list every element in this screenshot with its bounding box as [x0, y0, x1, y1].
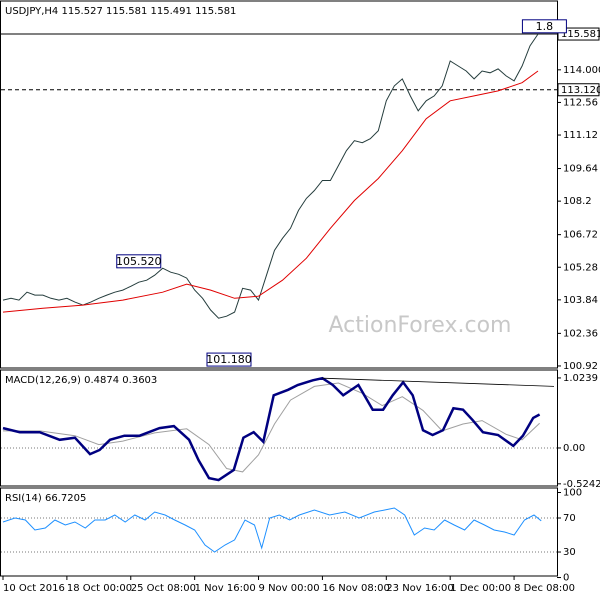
annotation-label: 105.520	[116, 255, 162, 268]
x-tick-label: 18 Oct 00:00	[67, 583, 132, 594]
y-tick-label: 30	[563, 547, 576, 558]
level-label-box	[557, 83, 600, 97]
panel-title: MACD(12,26,9) 0.4874 0.3603	[5, 375, 157, 386]
x-tick-label: 23 Nov 16:00	[386, 583, 453, 594]
x-tick-label: 8 Dec 08:00	[514, 583, 575, 594]
panel-title: USDJPY,H4 115.527 115.581 115.491 115.58…	[5, 6, 236, 17]
y-tick-label: 1.0239	[563, 373, 598, 384]
annotation-label: 1.8	[536, 20, 554, 33]
annotation-box	[206, 352, 252, 367]
x-tick-label: 9 Nov 00:00	[259, 583, 320, 594]
y-tick-label: 108.2	[563, 196, 592, 207]
annotation-box	[521, 19, 567, 34]
panel-title: RSI(14) 66.7205	[5, 493, 86, 504]
series-line	[2, 507, 542, 553]
y-tick-label: 70	[563, 513, 576, 524]
x-tick-label: 25 Oct 08:00	[131, 583, 196, 594]
x-tick-label: 1 Dec 00:00	[450, 583, 511, 594]
annotation-label: 101.180	[206, 353, 252, 366]
panel-frame	[0, 487, 558, 577]
y-tick-label: 106.72	[563, 230, 598, 241]
x-tick-label: 1 Nov 16:00	[195, 583, 256, 594]
y-tick-label: 114.000	[563, 65, 600, 76]
series-line	[2, 70, 539, 313]
level-label: 115.581	[561, 29, 600, 40]
y-tick-label: -0.5242	[563, 479, 600, 490]
y-tick-label: 111.12	[563, 130, 598, 141]
series-line	[2, 376, 541, 482]
annotation-box	[116, 254, 162, 269]
panel-frame	[0, 0, 558, 369]
x-tick-label: 16 Nov 08:00	[322, 583, 389, 594]
y-tick-label: 100	[563, 488, 582, 499]
series-line	[2, 33, 539, 319]
x-tick-label: 10 Oct 2016	[3, 583, 65, 594]
y-tick-label: 100.92	[563, 361, 598, 372]
panel-frame	[0, 369, 558, 487]
y-tick-label: 0.00	[563, 443, 585, 454]
y-tick-label: 0	[563, 573, 569, 584]
series-line	[3, 382, 540, 473]
y-tick-label: 112.56	[563, 97, 598, 108]
y-tick-label: 109.64	[563, 164, 598, 175]
y-tick-label: 102.36	[563, 328, 598, 339]
y-tick-label: 103.84	[563, 295, 598, 306]
series-line	[322, 377, 555, 387]
level-label-box	[557, 27, 600, 41]
y-tick-label: 105.28	[563, 262, 598, 273]
level-label: 113.120	[561, 85, 600, 96]
watermark: ActionForex.com	[329, 313, 512, 338]
